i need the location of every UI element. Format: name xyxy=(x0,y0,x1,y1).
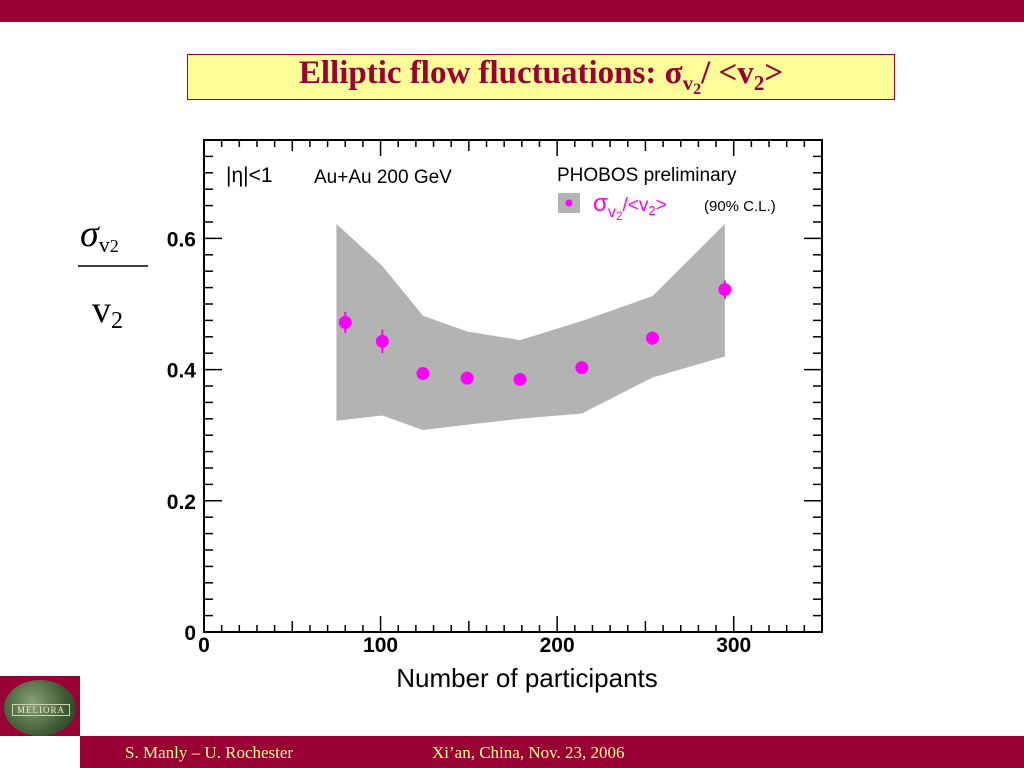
slide-title: Elliptic flow fluctuations: σv2/ <v2> xyxy=(298,55,784,98)
collision-system-label: Au+Au 200 GeV xyxy=(314,167,452,188)
data-point xyxy=(416,367,430,381)
legend-point-marker xyxy=(565,199,573,207)
y-tick-label: 0.2 xyxy=(167,491,196,514)
data-point xyxy=(575,361,589,375)
y-axis-numerator: σv2 xyxy=(80,213,119,257)
university-seal-logo: MELIORA xyxy=(0,676,80,736)
data-point xyxy=(460,371,474,385)
data-point xyxy=(645,331,659,345)
data-point xyxy=(338,315,352,329)
x-tick-label: 100 xyxy=(363,634,398,657)
x-tick-label: 200 xyxy=(540,634,575,657)
x-tick-label: 0 xyxy=(198,634,210,657)
seal-icon: MELIORA xyxy=(4,680,76,736)
data-point xyxy=(375,334,389,348)
y-tick-label: 0 xyxy=(184,622,196,645)
data-point xyxy=(513,372,527,386)
y-axis-denominator: v2 xyxy=(92,289,123,334)
x-axis-title: Number of participants xyxy=(396,663,658,693)
footer-bar: S. Manly – U. Rochester Xi’an, China, No… xyxy=(80,736,1024,768)
confidence-band xyxy=(336,223,725,430)
x-tick-label: 300 xyxy=(716,634,751,657)
y-tick-label: 0.6 xyxy=(167,228,196,251)
footer-author: S. Manly – U. Rochester xyxy=(125,743,294,762)
data-point xyxy=(718,283,732,297)
legend-cl-label: (90% C.L.) xyxy=(704,198,776,215)
eta-cut-label: |η|<1 xyxy=(226,164,273,187)
experiment-label: PHOBOS preliminary xyxy=(557,165,737,186)
y-tick-label: 0.4 xyxy=(167,360,197,383)
top-accent-bar xyxy=(0,0,1024,22)
footer-venue-date: Xi’an, China, Nov. 23, 2006 xyxy=(432,743,625,762)
slide-title-box: Elliptic flow fluctuations: σv2/ <v2> xyxy=(187,54,895,100)
legend-series-label: σv2/<v2> xyxy=(593,190,667,223)
